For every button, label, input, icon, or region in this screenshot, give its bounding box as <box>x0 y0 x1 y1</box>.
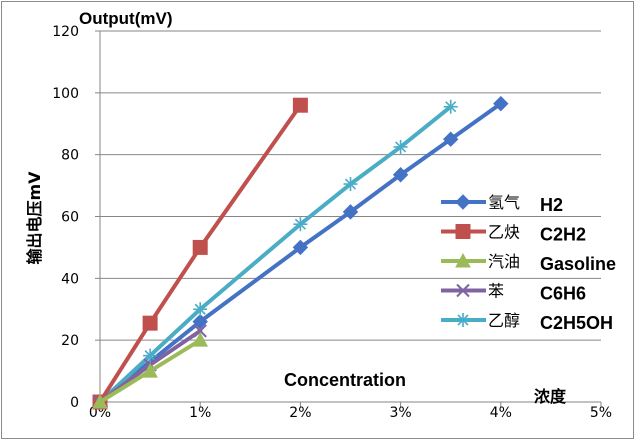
marker-star <box>456 313 470 327</box>
marker-square <box>455 224 471 239</box>
marker-square <box>142 315 158 331</box>
legend-item-c2h5oh: 乙醇 C2H5OH <box>441 311 613 333</box>
marker-diamond <box>493 95 509 112</box>
legend-label: 苯 <box>488 282 504 301</box>
legend-alias: C6H6 <box>540 284 586 304</box>
legend-label: 汽油 <box>488 252 520 271</box>
x-tick-label: 4% <box>490 405 512 421</box>
x-axis-label-cn: 浓度 <box>534 387 567 406</box>
marker-diamond <box>442 131 459 147</box>
marker-triangle <box>455 252 471 268</box>
y-tick-label: 80 <box>61 148 79 164</box>
marker-star <box>193 302 208 317</box>
x-tick-labels: 0% 1% 2% 3% 4% 5% <box>89 405 612 421</box>
y-tick-label: 100 <box>52 86 79 102</box>
marker-star <box>393 139 408 154</box>
legend-item-c6h6: 苯 C6H6 <box>441 282 586 304</box>
y-tick-label: 0 <box>70 395 79 411</box>
y-axis-label-cn: 输出电压mV <box>25 171 44 265</box>
x-axis-title: Concentration <box>284 370 406 390</box>
marker-square <box>192 239 208 255</box>
y-tick-label: 120 <box>52 24 79 40</box>
x-tick-label: 2% <box>289 405 311 421</box>
legend-alias: C2H5OH <box>540 313 613 333</box>
legend-item-h2: 氢气 H2 <box>441 193 563 215</box>
y-tick-labels: 0 20 40 60 80 100 120 <box>52 24 79 411</box>
series-c2h2 <box>92 97 308 410</box>
marker-diamond <box>292 239 309 256</box>
gridlines <box>100 30 601 341</box>
legend-label: 氢气 <box>488 193 520 212</box>
axes <box>95 30 602 407</box>
marker-triangle <box>92 393 108 409</box>
series-line <box>98 103 303 404</box>
y-tick-label: 20 <box>61 333 79 349</box>
series-gasoline <box>92 332 209 409</box>
marker-diamond <box>392 167 409 183</box>
marker-diamond <box>455 194 471 210</box>
marker-triangle <box>142 363 158 378</box>
legend-item-c2h2: 乙炔 C2H2 <box>441 223 586 245</box>
y-tick-label: 40 <box>61 271 79 287</box>
marker-star <box>143 348 158 363</box>
legend-item-gasoline: 汽油 Gasoline <box>441 252 616 274</box>
marker-triangle <box>192 332 209 347</box>
legend-alias: Gasoline <box>540 254 616 274</box>
marker-diamond <box>342 204 359 220</box>
y-tick-label: 60 <box>61 210 79 226</box>
y-axis-title: Output(mV) <box>79 9 172 28</box>
x-tick-label: 3% <box>389 405 411 421</box>
legend-alias: C2H2 <box>540 225 586 245</box>
marker-star <box>443 99 458 114</box>
legend: 氢气 H2 乙炔 C2H2 汽油 Gasoline 苯 C6H6 乙醇 C2H5OH <box>441 193 616 333</box>
series-group <box>92 95 509 410</box>
marker-diamond <box>192 313 208 330</box>
marker-x <box>456 283 470 298</box>
marker-x <box>193 324 207 338</box>
legend-label: 乙醇 <box>488 311 520 330</box>
marker-star <box>343 177 358 192</box>
marker-square <box>292 97 308 113</box>
x-tick-label: 5% <box>590 405 612 421</box>
marker-star <box>293 217 308 232</box>
legend-alias: H2 <box>540 195 563 215</box>
legend-label: 乙炔 <box>488 223 520 242</box>
x-tick-label: 1% <box>189 405 211 421</box>
